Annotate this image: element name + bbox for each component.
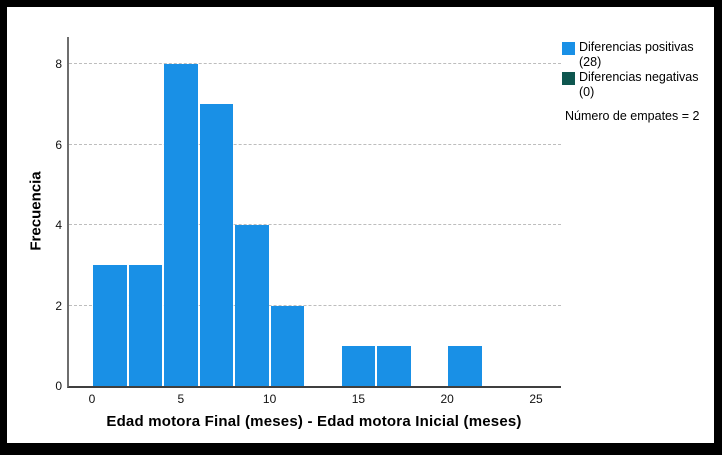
x-tick-label: 15 — [351, 392, 366, 406]
y-gridline — [69, 304, 561, 306]
histogram-bar — [93, 265, 127, 386]
negative-differences-swatch — [562, 72, 575, 85]
histogram-bar — [270, 305, 305, 386]
x-tick-label: 10 — [262, 392, 277, 406]
legend: Diferencias positivas (28) Diferencias n… — [562, 40, 714, 123]
legend-item-positive: Diferencias positivas (28) — [562, 40, 714, 69]
legend-label-negative: Diferencias negativas (0) — [579, 70, 699, 99]
y-gridline — [69, 63, 561, 64]
histogram-bar — [199, 104, 234, 386]
histogram-bar — [164, 64, 198, 386]
x-tick-label: 0 — [88, 392, 96, 406]
chart-canvas: Frecuencia Edad motora Final (meses) - E… — [7, 7, 714, 443]
x-tick-label: 25 — [529, 392, 543, 406]
y-tick-label: 0 — [55, 379, 62, 393]
legend-label-positive: Diferencias positivas (28) — [579, 40, 694, 69]
y-tick-label: 6 — [55, 137, 62, 152]
histogram-bar — [377, 345, 411, 386]
x-tick-label: 20 — [440, 392, 454, 406]
histogram-bar — [235, 225, 269, 386]
y-gridline — [69, 143, 561, 145]
histogram-bar — [448, 345, 482, 386]
y-axis-title: Frecuencia — [27, 171, 45, 251]
legend-item-negative: Diferencias negativas (0) — [562, 70, 714, 99]
y-tick-label: 4 — [55, 218, 62, 232]
y-gridline — [69, 224, 561, 225]
y-tick-label: 2 — [55, 298, 62, 313]
positive-differences-swatch — [562, 42, 575, 55]
histogram-bar — [341, 345, 376, 386]
x-tick-label: 5 — [177, 392, 185, 406]
x-axis-title: Edad motora Final (meses) - Edad motora … — [106, 413, 522, 430]
y-tick-label: 8 — [55, 57, 62, 71]
plot-area — [67, 37, 561, 388]
ties-note: Número de empates = 2 — [565, 109, 700, 123]
plot-inner — [69, 37, 561, 386]
histogram-bar — [128, 265, 163, 386]
